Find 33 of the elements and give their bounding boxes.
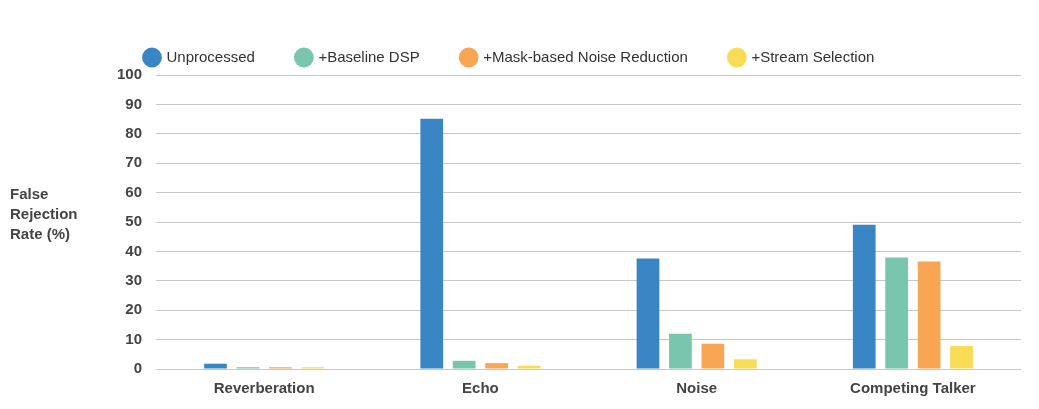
x-tick-label: Echo: [462, 379, 499, 397]
x-tick-label: Reverberation: [213, 379, 315, 397]
bar: [204, 363, 227, 369]
legend-label: Unprocessed: [166, 47, 255, 65]
bar: [950, 346, 973, 369]
bar: [420, 118, 444, 369]
bar: [852, 224, 876, 369]
y-tick-label: 20: [125, 300, 143, 318]
legend-label: +Stream Selection: [751, 47, 875, 65]
y-tick-label: 60: [125, 182, 143, 200]
bar: [485, 363, 508, 369]
legend-label: +Baseline DSP: [318, 47, 420, 65]
bar: [885, 257, 909, 369]
y-tick-label: 40: [125, 241, 143, 259]
bar: [917, 261, 941, 369]
y-tick-label: 90: [125, 94, 143, 112]
y-tick-label: 80: [125, 123, 143, 141]
bar: [452, 360, 476, 369]
x-tick-label: Noise: [676, 379, 718, 397]
bar: [701, 343, 725, 369]
y-axis-title: False Rejection Rate (%): [10, 184, 79, 244]
legend-label: +Mask-based Noise Reduction: [483, 47, 688, 65]
y-tick-label: 10: [125, 329, 143, 347]
y-tick-label: 100: [117, 65, 143, 83]
y-tick-label: 50: [125, 212, 143, 230]
bar: [669, 333, 692, 369]
bar: [517, 365, 541, 369]
bar: [733, 359, 757, 369]
y-tick-label: 30: [125, 270, 143, 288]
x-tick-label: Competing Talker: [850, 379, 976, 397]
y-tick-label: 0: [133, 359, 143, 377]
bar: [636, 258, 660, 369]
y-tick-label: 70: [125, 153, 143, 171]
